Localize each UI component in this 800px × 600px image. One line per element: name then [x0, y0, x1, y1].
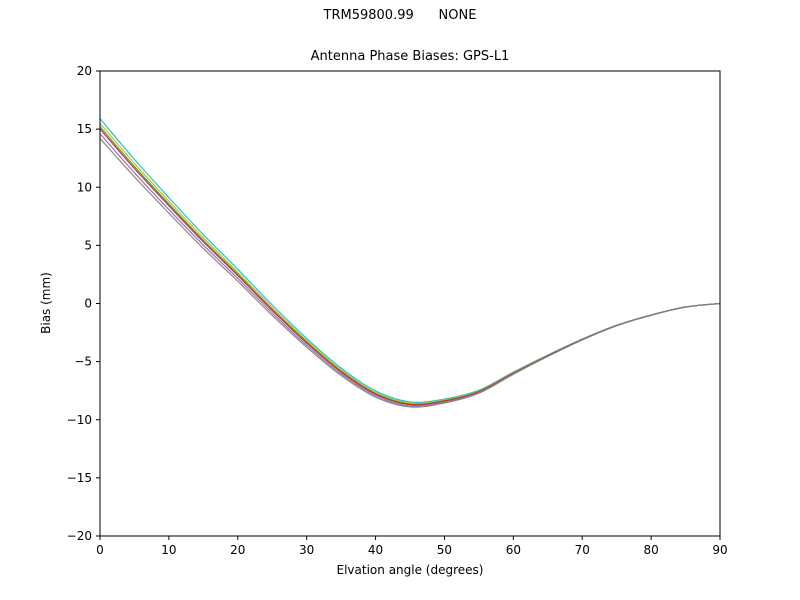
x-tick-label: 40 [368, 543, 383, 557]
x-tick-label: 70 [575, 543, 590, 557]
axes-box [99, 70, 721, 537]
x-tick-label: 10 [161, 543, 176, 557]
y-tick-label: −10 [67, 413, 92, 427]
x-tick-label: 0 [96, 543, 104, 557]
figure-title: TRM59800.99 NONE [323, 8, 477, 23]
chart-title: Antenna Phase Biases: GPS-L1 [310, 49, 510, 64]
y-tick-label: 5 [84, 238, 92, 252]
y-tick-label: 20 [77, 64, 92, 78]
y-tick-label: 0 [84, 297, 92, 311]
x-axis-label: Elvation angle (degrees) [336, 563, 484, 577]
y-tick-label: −20 [67, 529, 92, 543]
x-tick-label: 80 [643, 543, 658, 557]
x-tick-label: 30 [299, 543, 314, 557]
y-tick-label: 15 [77, 122, 92, 136]
y-tick-label: 10 [77, 180, 92, 194]
series-line-trace-6 [99, 137, 721, 408]
y-tick-label: −5 [74, 355, 92, 369]
y-tick-label: −15 [67, 471, 92, 485]
x-tick-label: 20 [230, 543, 245, 557]
series-line-trace-5 [99, 133, 721, 407]
series-line-trace-2 [99, 122, 721, 405]
x-tick-label: 50 [437, 543, 452, 557]
series-line-trace-3 [99, 126, 721, 405]
x-tick-label: 60 [506, 543, 521, 557]
x-tick-label: 90 [712, 543, 727, 557]
series-line-trace-4 [99, 128, 721, 406]
series-line-trace-1 [99, 118, 721, 403]
